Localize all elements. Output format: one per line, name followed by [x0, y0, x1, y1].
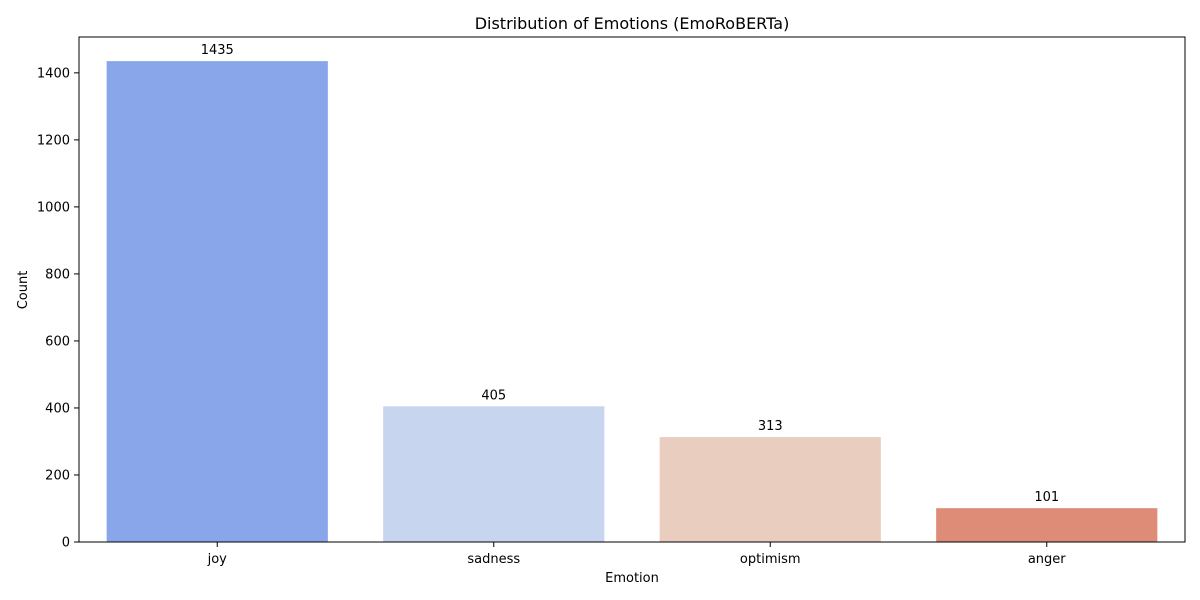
bar-optimism — [659, 437, 881, 542]
bar-anger — [936, 508, 1158, 542]
bar-joy — [106, 61, 328, 542]
data-label-joy: 1435 — [201, 43, 234, 58]
data-label-optimism: 313 — [758, 419, 783, 434]
bar-sadness — [383, 406, 605, 542]
y-tick-label-200: 200 — [45, 468, 70, 483]
y-tick-label-1000: 1000 — [37, 200, 70, 215]
y-axis-label: Count — [16, 271, 31, 310]
data-label-anger: 101 — [1034, 490, 1059, 505]
y-axis: 0 200 400 600 800 1000 1200 1400 — [37, 66, 79, 551]
y-tick-label-600: 600 — [45, 334, 70, 349]
plot-frame — [78, 36, 1186, 543]
data-label-sadness: 405 — [481, 388, 506, 403]
x-axis-label: Emotion — [605, 571, 659, 586]
y-tick-label-800: 800 — [45, 267, 70, 282]
x-tick-label-joy: joy — [207, 552, 228, 567]
x-tick-label-sadness: sadness — [467, 552, 520, 567]
x-tick-label-optimism: optimism — [740, 552, 801, 567]
y-tick-label-400: 400 — [45, 401, 70, 416]
data-labels-group: 1435 405 313 101 — [201, 43, 1059, 505]
y-tick-label-1400: 1400 — [37, 66, 70, 81]
chart-title: Distribution of Emotions (EmoRoBERTa) — [475, 14, 790, 33]
bars-group — [106, 61, 1158, 542]
y-tick-label-0: 0 — [62, 536, 70, 551]
y-tick-label-1200: 1200 — [37, 133, 70, 148]
x-axis: joy sadness optimism anger — [207, 542, 1066, 567]
x-tick-label-anger: anger — [1028, 552, 1066, 567]
